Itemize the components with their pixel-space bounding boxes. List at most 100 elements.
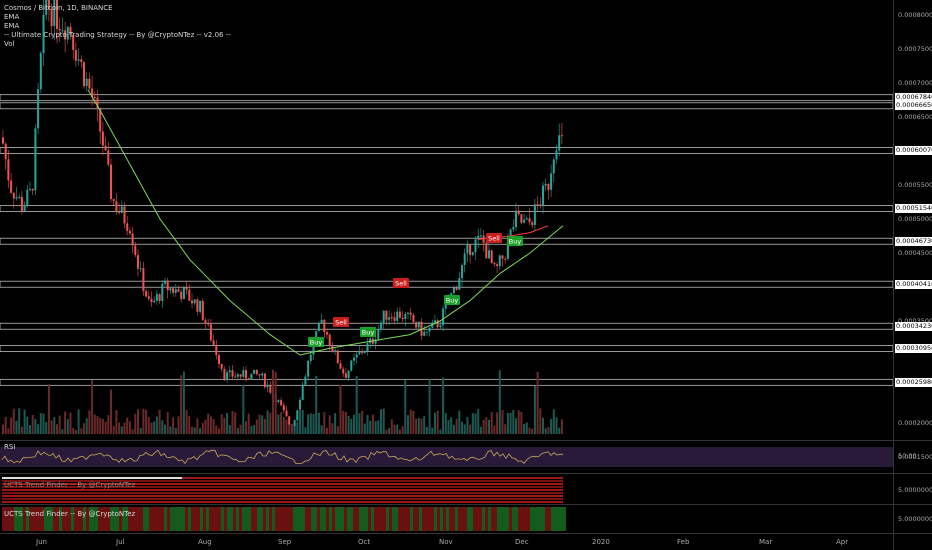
level-price-tag: 0.00060070 [895,146,932,156]
volume-bar [344,411,347,434]
candle-body [520,214,523,223]
trend-cell [143,507,146,531]
trend-cell [560,507,563,531]
symbol-title: Cosmos / Bitcoin, 1D, BINANCE [4,4,113,12]
candle-body [396,311,399,321]
volume-bar [185,409,188,434]
trend-cell [35,507,38,531]
trend-cell [482,507,485,531]
volume-bar [355,375,358,434]
volume-bar [218,428,220,434]
level-line [0,345,894,352]
trend-cell [401,507,404,531]
trend-cell [218,507,221,531]
volume-bar [496,412,499,434]
candle-body [320,319,323,324]
candle-body [188,289,191,301]
trend-cell [212,507,215,531]
volume-bar [509,412,512,434]
trend-cell [563,507,566,531]
level-price-tag: 0.00030950 [895,344,932,354]
volume-bar [309,413,312,434]
trend-cell [377,507,380,531]
candle-body [7,159,10,181]
trend-cell [524,507,527,531]
trend-cell [440,507,443,531]
legend-ema[interactable]: EMA [4,22,20,30]
candle-body [307,360,310,377]
trend-cell [293,507,296,531]
trend-band [2,489,563,491]
trend-cell [290,507,293,531]
trend-cell [488,507,491,531]
level-line [0,94,894,102]
volume-bar [450,417,453,434]
rsi-axis-label: 50.00 [898,452,917,460]
volume-bar [409,409,412,434]
volume-bar [126,417,129,434]
volume-bar [326,427,328,434]
trend-cell [443,507,446,531]
candle-body [296,410,299,421]
volume-bar [293,426,296,434]
candle-body [204,320,207,324]
candle-body [288,416,291,426]
trend-cell [521,507,524,531]
trend-cell [539,507,542,531]
signal-buy[interactable]: Buy [308,337,324,347]
signal-buy[interactable]: Buy [507,236,523,246]
signal-sell[interactable]: Sell [333,317,349,327]
volume-bar [26,416,29,434]
trend-cell [275,507,278,531]
volume-bar [353,414,355,434]
level-line [0,280,894,288]
trend-cell [371,507,374,531]
volume-bar [455,418,458,434]
trend-axis-label-1: 5.0000000 [898,486,932,494]
signal-buy[interactable]: Buy [360,327,376,337]
signal-sell[interactable]: Sell [393,278,409,288]
trend-finder-label-1[interactable]: UCTS Trend Finder -- By @CryptoNTez [4,481,136,489]
candle-body [269,384,272,393]
candle-body [326,332,328,335]
candle-body [20,196,23,211]
volume-bars [2,369,563,434]
trend-cell [326,507,329,531]
trend-cell [29,507,32,531]
trend-cell [23,507,26,531]
trend-cell [242,507,245,531]
volume-bar [177,416,180,434]
legend-volume[interactable]: Vol [4,40,15,48]
legend-ema[interactable]: EMA [4,13,20,21]
candle-body [120,206,123,213]
legend-strategy[interactable]: -- Ultimate Crypto Trading Strategy -- B… [4,31,231,39]
rsi-label[interactable]: RSI [4,443,16,451]
volume-bar [323,412,326,434]
candle-body [242,370,245,377]
trend-cell [122,507,125,531]
time-tick: Aug [198,538,212,546]
trend-cell [95,507,98,531]
candle-body [172,288,175,293]
candle-body [339,363,342,369]
candle-body [101,131,104,146]
candle-body [115,201,118,212]
candle-body [236,374,239,377]
volume-bar [150,422,153,434]
trend-cell [209,507,212,531]
trend-axis-label-2: 5.0000000 [898,515,932,523]
signal-sell[interactable]: Sell [486,233,502,243]
signal-buy[interactable]: Buy [444,295,460,305]
volume-bar [520,411,523,434]
trend-finder-label-2[interactable]: UCTS Trend Finder -- By @CryptoNTez [4,510,136,518]
trend-cell [509,507,512,531]
volume-bar [180,375,183,434]
trend-cell [380,507,383,531]
chart-legend[interactable]: Cosmos / Bitcoin, 1D, BINANCE EMA EMA --… [4,4,231,49]
volume-bar [358,413,361,434]
candle-body [509,229,512,240]
volume-bar [442,377,445,434]
